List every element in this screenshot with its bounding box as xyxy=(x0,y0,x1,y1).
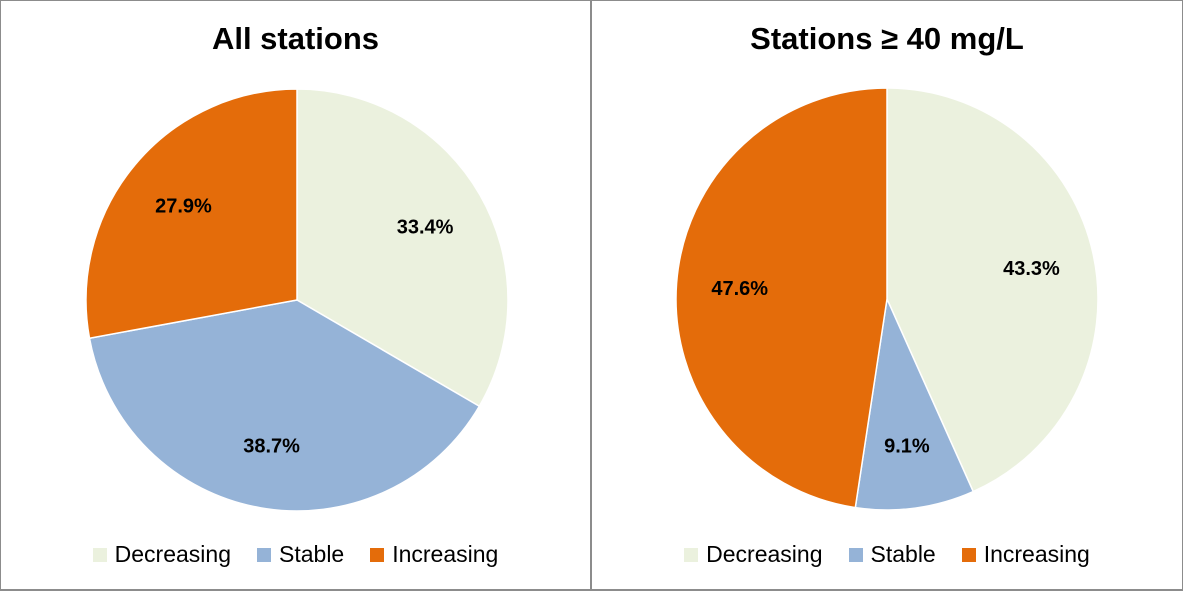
legend-item-stable: Stable xyxy=(848,541,936,568)
legend-item-stable: Stable xyxy=(257,541,344,568)
data-label-decreasing: 33.4% xyxy=(397,216,454,238)
data-label-stable: 38.7% xyxy=(243,436,300,458)
legend: Decreasing Stable Increasing xyxy=(1,541,590,568)
pie-slice-increasing xyxy=(675,87,888,509)
data-label-stable: 9.1% xyxy=(884,435,930,457)
legend-swatch-stable xyxy=(257,547,271,562)
pie-slice-increasing xyxy=(85,88,298,340)
legend-swatch-increasing xyxy=(961,547,976,562)
legend-swatch-stable xyxy=(848,547,863,562)
legend-swatch-decreasing xyxy=(92,547,107,562)
legend-swatch-increasing xyxy=(370,547,385,562)
legend: Decreasing Stable Increasing xyxy=(592,541,1182,568)
legend-swatch-decreasing xyxy=(684,547,699,562)
legend-item-decreasing: Decreasing xyxy=(684,541,823,568)
legend-label: Decreasing xyxy=(706,541,823,567)
pie-slice-decreasing xyxy=(296,88,509,408)
pie-slice-stable xyxy=(88,299,481,512)
chart-panel-all-stations: All stations 33.4% 38.7% 27.9% Decreasing … xyxy=(0,0,592,591)
chart-title: Stations ≥ 40 mg/L xyxy=(750,21,1024,56)
chart-title: All stations xyxy=(211,21,380,56)
pie-slice-stable xyxy=(854,296,975,511)
legend-label: Increasing xyxy=(983,541,1090,567)
legend-item-increasing: Increasing xyxy=(370,541,498,568)
pie-chart: 33.4% 38.7% 27.9% xyxy=(85,88,509,512)
legend-item-increasing: Increasing xyxy=(961,541,1090,568)
data-label-decreasing: 43.3% xyxy=(1003,258,1060,280)
data-label-increasing: 47.6% xyxy=(711,278,768,300)
data-label-increasing: 27.9% xyxy=(155,195,212,217)
chart-panel-stations-40: Stations ≥ 40 mg/L 43.3% 9.1% 47.6% Decrea… xyxy=(592,0,1183,591)
legend-label: Increasing xyxy=(392,541,499,567)
legend-label: Stable xyxy=(870,541,936,567)
pie-chart: 43.3% 9.1% 47.6% xyxy=(675,87,1099,511)
pie-slice-decreasing xyxy=(886,87,1099,493)
legend-label: Decreasing xyxy=(114,541,231,567)
legend-label: Stable xyxy=(279,541,345,567)
legend-item-decreasing: Decreasing xyxy=(92,541,231,568)
